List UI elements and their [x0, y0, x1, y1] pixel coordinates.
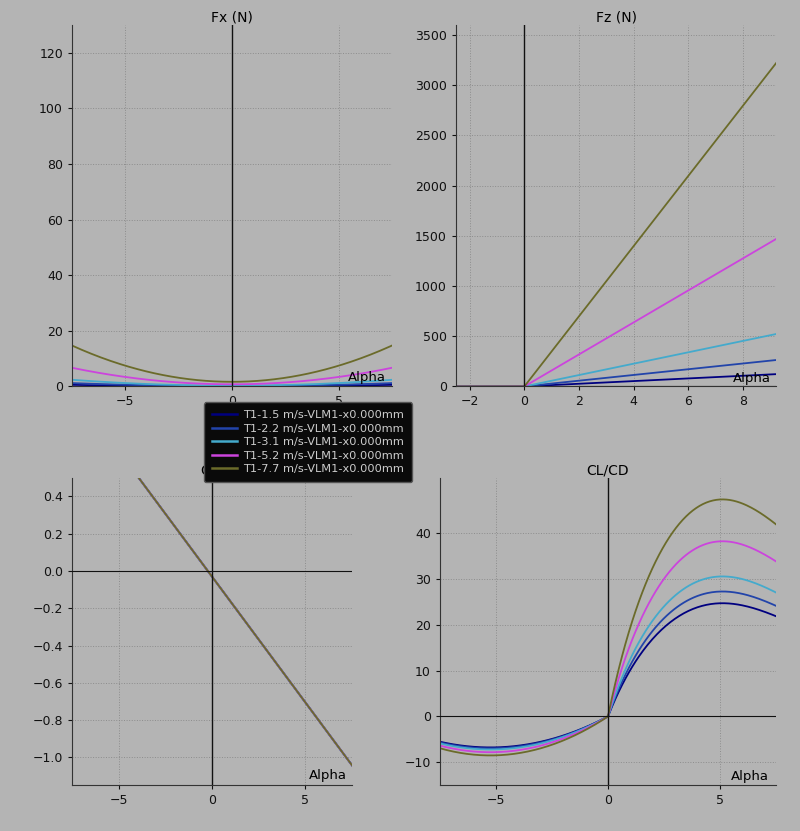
Text: Alpha: Alpha — [733, 372, 770, 386]
Title: Fx (N): Fx (N) — [211, 11, 253, 25]
Title: CL/CD: CL/CD — [586, 464, 630, 478]
Title: Fz (N): Fz (N) — [595, 11, 637, 25]
Text: Alpha: Alpha — [731, 770, 770, 783]
Legend: T1-1.5 m/s-VLM1-x0.000mm, T1-2.2 m/s-VLM1-x0.000mm, T1-3.1 m/s-VLM1-x0.000mm, T1: T1-1.5 m/s-VLM1-x0.000mm, T1-2.2 m/s-VLM… — [204, 402, 412, 482]
Text: Alpha: Alpha — [308, 769, 346, 782]
Text: Alpha: Alpha — [348, 371, 386, 384]
Title: Cm: Cm — [200, 464, 224, 478]
